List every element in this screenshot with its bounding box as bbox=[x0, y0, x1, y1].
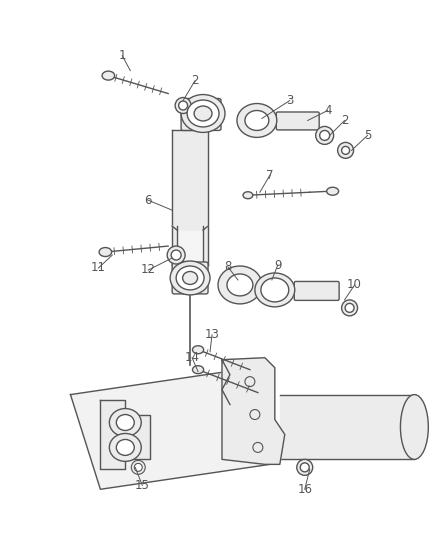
Text: 8: 8 bbox=[224, 261, 232, 273]
Ellipse shape bbox=[218, 266, 262, 304]
Text: 14: 14 bbox=[184, 351, 200, 364]
Ellipse shape bbox=[117, 415, 134, 431]
Text: 1: 1 bbox=[119, 49, 126, 62]
Circle shape bbox=[345, 303, 354, 312]
Ellipse shape bbox=[181, 94, 225, 132]
Ellipse shape bbox=[170, 261, 210, 295]
Ellipse shape bbox=[117, 439, 134, 455]
Polygon shape bbox=[71, 370, 270, 489]
Ellipse shape bbox=[102, 71, 115, 80]
Ellipse shape bbox=[192, 366, 204, 374]
FancyBboxPatch shape bbox=[276, 112, 319, 130]
Text: 5: 5 bbox=[364, 129, 371, 142]
Ellipse shape bbox=[187, 100, 219, 127]
Circle shape bbox=[175, 98, 191, 114]
Ellipse shape bbox=[110, 433, 141, 462]
Circle shape bbox=[320, 131, 330, 140]
Ellipse shape bbox=[255, 273, 295, 307]
Circle shape bbox=[167, 246, 185, 264]
Circle shape bbox=[342, 147, 350, 155]
Ellipse shape bbox=[192, 346, 204, 354]
Circle shape bbox=[338, 142, 353, 158]
Polygon shape bbox=[280, 394, 414, 459]
Ellipse shape bbox=[176, 266, 204, 290]
Ellipse shape bbox=[194, 106, 212, 121]
Circle shape bbox=[316, 126, 334, 144]
Text: 13: 13 bbox=[205, 328, 219, 341]
Text: 4: 4 bbox=[324, 104, 332, 117]
Polygon shape bbox=[222, 358, 285, 464]
Ellipse shape bbox=[243, 192, 253, 199]
FancyBboxPatch shape bbox=[172, 262, 208, 294]
Ellipse shape bbox=[261, 278, 289, 302]
Circle shape bbox=[179, 101, 187, 110]
Circle shape bbox=[171, 250, 181, 260]
Text: 16: 16 bbox=[297, 483, 312, 496]
Ellipse shape bbox=[183, 271, 198, 285]
Polygon shape bbox=[172, 131, 208, 265]
Circle shape bbox=[131, 461, 145, 474]
Ellipse shape bbox=[400, 394, 428, 459]
Text: 3: 3 bbox=[286, 94, 293, 107]
Ellipse shape bbox=[245, 110, 269, 131]
Ellipse shape bbox=[99, 247, 112, 256]
Text: 15: 15 bbox=[135, 479, 150, 492]
Circle shape bbox=[297, 459, 313, 475]
Text: 6: 6 bbox=[145, 193, 152, 207]
Text: 11: 11 bbox=[91, 262, 106, 274]
Text: 12: 12 bbox=[141, 263, 156, 277]
Polygon shape bbox=[100, 400, 150, 470]
Ellipse shape bbox=[327, 187, 339, 195]
Circle shape bbox=[300, 463, 309, 472]
Ellipse shape bbox=[237, 103, 277, 138]
Circle shape bbox=[134, 463, 142, 471]
FancyBboxPatch shape bbox=[181, 99, 221, 131]
Text: 2: 2 bbox=[341, 114, 348, 127]
FancyBboxPatch shape bbox=[294, 281, 339, 301]
Text: 7: 7 bbox=[266, 169, 274, 182]
Ellipse shape bbox=[227, 274, 253, 296]
Polygon shape bbox=[177, 226, 203, 265]
Text: 10: 10 bbox=[347, 278, 362, 292]
Circle shape bbox=[342, 300, 357, 316]
Polygon shape bbox=[172, 226, 208, 230]
Ellipse shape bbox=[110, 409, 141, 437]
Text: 2: 2 bbox=[191, 74, 199, 87]
Text: 9: 9 bbox=[274, 259, 282, 271]
